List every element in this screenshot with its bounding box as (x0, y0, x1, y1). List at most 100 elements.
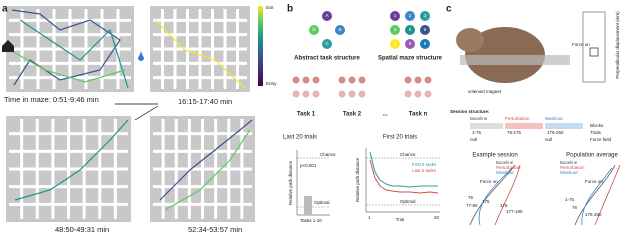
graph-title: Abstract task structure (294, 56, 360, 62)
row-label: Force field (590, 137, 612, 142)
mouse-illustration (456, 11, 606, 83)
label: Optimal (314, 200, 330, 205)
workspace (582, 11, 606, 83)
traces (469, 164, 621, 226)
plot-title: Last 20 trials (283, 135, 317, 141)
caption: Time in maze: 0:51-9:46 min (4, 95, 99, 104)
block (470, 123, 503, 129)
node-label: 7 (394, 41, 397, 46)
node-label: B (338, 27, 341, 32)
node (309, 25, 319, 35)
task-label: Task 2 (343, 112, 362, 118)
colorbar-label: Exit (266, 5, 274, 10)
trace (478, 167, 513, 226)
row-label: Blocks (590, 123, 604, 128)
node-label: 2 (409, 13, 412, 18)
panel-label: b (287, 4, 293, 15)
node (405, 39, 415, 49)
arrow (134, 105, 159, 121)
phase-label: Perturbation (505, 116, 530, 121)
label: solenoid magnet (468, 89, 502, 94)
node-label: 8 (409, 41, 412, 46)
node-label: 9 (424, 41, 427, 46)
plot-title: Example session (472, 153, 517, 159)
right-plot: Chance Optimal First 5 tasks Last 5 task… (355, 148, 440, 222)
curve (369, 159, 439, 194)
legend-entry: Washout (560, 170, 578, 175)
bar (304, 196, 312, 215)
trajectory (164, 129, 251, 211)
trace-label: 175 (482, 199, 490, 204)
legend-entry: First 5 tasks (412, 162, 437, 167)
legend-entry: Perturbation (496, 165, 521, 170)
block (505, 123, 543, 129)
trajectory (14, 119, 129, 201)
trace (581, 167, 613, 226)
node (358, 90, 366, 98)
caption: 52:34-53:57 min (188, 225, 242, 234)
colorbar-label: Entry (266, 81, 277, 86)
node-label: C (325, 41, 329, 46)
trials: 1-75 (472, 130, 482, 135)
label: p<0.001 (300, 163, 317, 168)
node-label: D (312, 27, 316, 32)
node (322, 11, 332, 21)
node (390, 39, 400, 49)
node (404, 90, 412, 98)
node (390, 11, 400, 21)
trace-label: 1-75 (565, 197, 575, 202)
phase-label: Washout (545, 116, 563, 121)
node-label: 1 (394, 13, 397, 18)
label: Force on (585, 179, 603, 184)
row-label: Trials (590, 130, 602, 135)
force-field: null (545, 137, 552, 142)
home-icon (2, 40, 14, 52)
section-title: Session structure: (450, 109, 490, 114)
node (420, 11, 430, 21)
node (302, 90, 310, 98)
trace (494, 164, 521, 226)
legend-entry: Baseline (496, 160, 514, 165)
block (545, 123, 583, 129)
label: Force on (480, 179, 498, 184)
trajectory (159, 119, 253, 201)
platform (460, 55, 570, 65)
phase-label: Baseline (470, 116, 488, 121)
node (312, 76, 320, 84)
node (338, 76, 346, 84)
node (405, 11, 415, 21)
trace-label: 76 (468, 195, 474, 200)
axis-label: Trial (396, 217, 405, 222)
trajectory (154, 19, 246, 89)
trials: 76-175 (507, 130, 522, 135)
trace-label: 76 (572, 205, 578, 210)
node (312, 90, 320, 98)
task-label: Task 1 (297, 112, 316, 118)
water-icon (138, 50, 144, 61)
force-field: null (470, 137, 477, 142)
panel-label: a (2, 4, 8, 15)
graph-title: Spatial maze structure (378, 56, 443, 62)
node (414, 76, 422, 84)
node (420, 25, 430, 35)
node (405, 25, 415, 35)
maze-corridors (9, 9, 252, 219)
legend-entry: Last 5 tasks (412, 168, 437, 173)
trace-label: 77-80 (466, 203, 478, 208)
trajectory (19, 19, 129, 89)
session-table: Baseline 1-75 Perturbation 76-175 Washout 176… (470, 116, 612, 142)
node (335, 25, 345, 35)
label: Chance (320, 152, 336, 157)
node-label: A (325, 13, 328, 18)
legend-entry: Perturbation (560, 165, 585, 170)
tick-label: 1 (368, 215, 371, 220)
task-graphs: A B C D 1 2 3 4 5 6 7 8 9 Task 1 Task 2... Task n (292, 11, 432, 118)
node-label: 6 (424, 27, 427, 32)
label: Force on (572, 42, 590, 47)
node (414, 90, 422, 98)
axis-label: Perpendicular displacement (mm) (615, 11, 620, 79)
node (338, 90, 346, 98)
node-label: 3 (424, 13, 427, 18)
node (424, 76, 432, 84)
